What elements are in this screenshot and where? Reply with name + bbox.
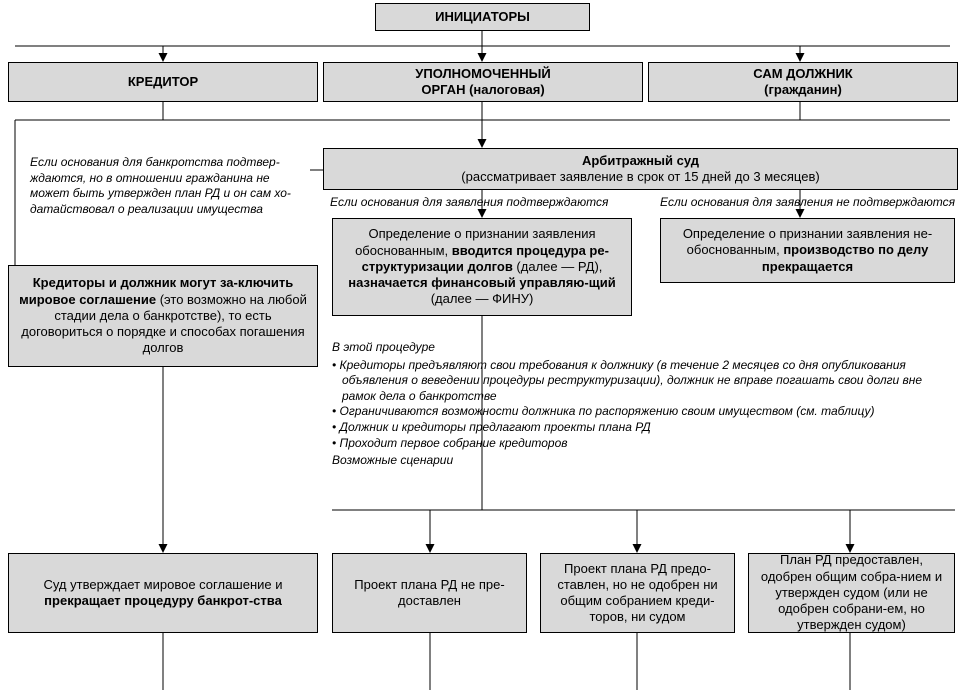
court-approve-text: Суд утверждает мировое соглашение и прек… <box>15 577 311 610</box>
scen3-text: План РД предоставлен, одобрен общим собр… <box>755 552 948 633</box>
proc-item-4: Проходит первое собрание кредиторов <box>332 436 957 452</box>
creditor-label: КРЕДИТОР <box>15 74 311 90</box>
proc-item-3: Должник и кредиторы предлагают проекты п… <box>332 420 957 436</box>
proc-item-1: Кредиторы предъявляют свои требования к … <box>332 358 957 405</box>
node-court-approves-settlement: Суд утверждает мировое соглашение и прек… <box>8 553 318 633</box>
court-label-l2: (рассматривает заявление в срок от 15 дн… <box>330 169 951 185</box>
note-not-confirmed: Если основания для заявления не подтверж… <box>660 195 960 211</box>
node-debtor: САМ ДОЛЖНИК (гражданин) <box>648 62 958 102</box>
scen1-text: Проект плана РД не пре-доставлен <box>339 577 520 610</box>
node-decision-confirmed: Определение о признании заявления обосно… <box>332 218 632 316</box>
scen2-text: Проект плана РД предо-ставлен, но не одо… <box>547 561 728 626</box>
proc-item-2: Ограничиваются возможности должника по р… <box>332 404 957 420</box>
authority-label-l1: УПОЛНОМОЧЕННЫЙ <box>415 66 550 81</box>
proc-footer: Возможные сценарии <box>332 453 957 469</box>
note-left-conditions: Если основания для банкротства подтвер-ж… <box>30 155 310 217</box>
proc-list: Кредиторы предъявляют свои требования к … <box>332 358 957 452</box>
node-creditor: КРЕДИТОР <box>8 62 318 102</box>
decision-ok-text: Определение о признании заявления обосно… <box>339 226 625 307</box>
debtor-label-l2: (гражданин) <box>764 82 842 97</box>
decision-no-text: Определение о признании заявления не-обо… <box>667 226 948 275</box>
debtor-label-l1: САМ ДОЛЖНИК <box>753 66 852 81</box>
node-scenario-2: Проект плана РД предо-ставлен, но не одо… <box>540 553 735 633</box>
settlement-text: Кредиторы и должник могут за-ключить мир… <box>15 275 311 356</box>
node-initiators: ИНИЦИАТОРЫ <box>375 3 590 31</box>
node-authority: УПОЛНОМОЧЕННЫЙ ОРГАН (налоговая) <box>323 62 643 102</box>
node-scenario-3: План РД предоставлен, одобрен общим собр… <box>748 553 955 633</box>
note-confirmed: Если основания для заявления подтверждаю… <box>330 195 640 211</box>
authority-label-l2: ОРГАН (налоговая) <box>421 82 544 97</box>
node-scenario-1: Проект плана РД не пре-доставлен <box>332 553 527 633</box>
node-decision-rejected: Определение о признании заявления не-обо… <box>660 218 955 283</box>
proc-title: В этой процедуре <box>332 340 957 356</box>
initiators-label: ИНИЦИАТОРЫ <box>382 9 583 25</box>
note-procedure: В этой процедуре Кредиторы предъявляют с… <box>332 340 957 469</box>
node-settlement: Кредиторы и должник могут за-ключить мир… <box>8 265 318 367</box>
court-label-l1: Арбитражный суд <box>582 153 699 168</box>
node-court: Арбитражный суд (рассматривает заявление… <box>323 148 958 190</box>
